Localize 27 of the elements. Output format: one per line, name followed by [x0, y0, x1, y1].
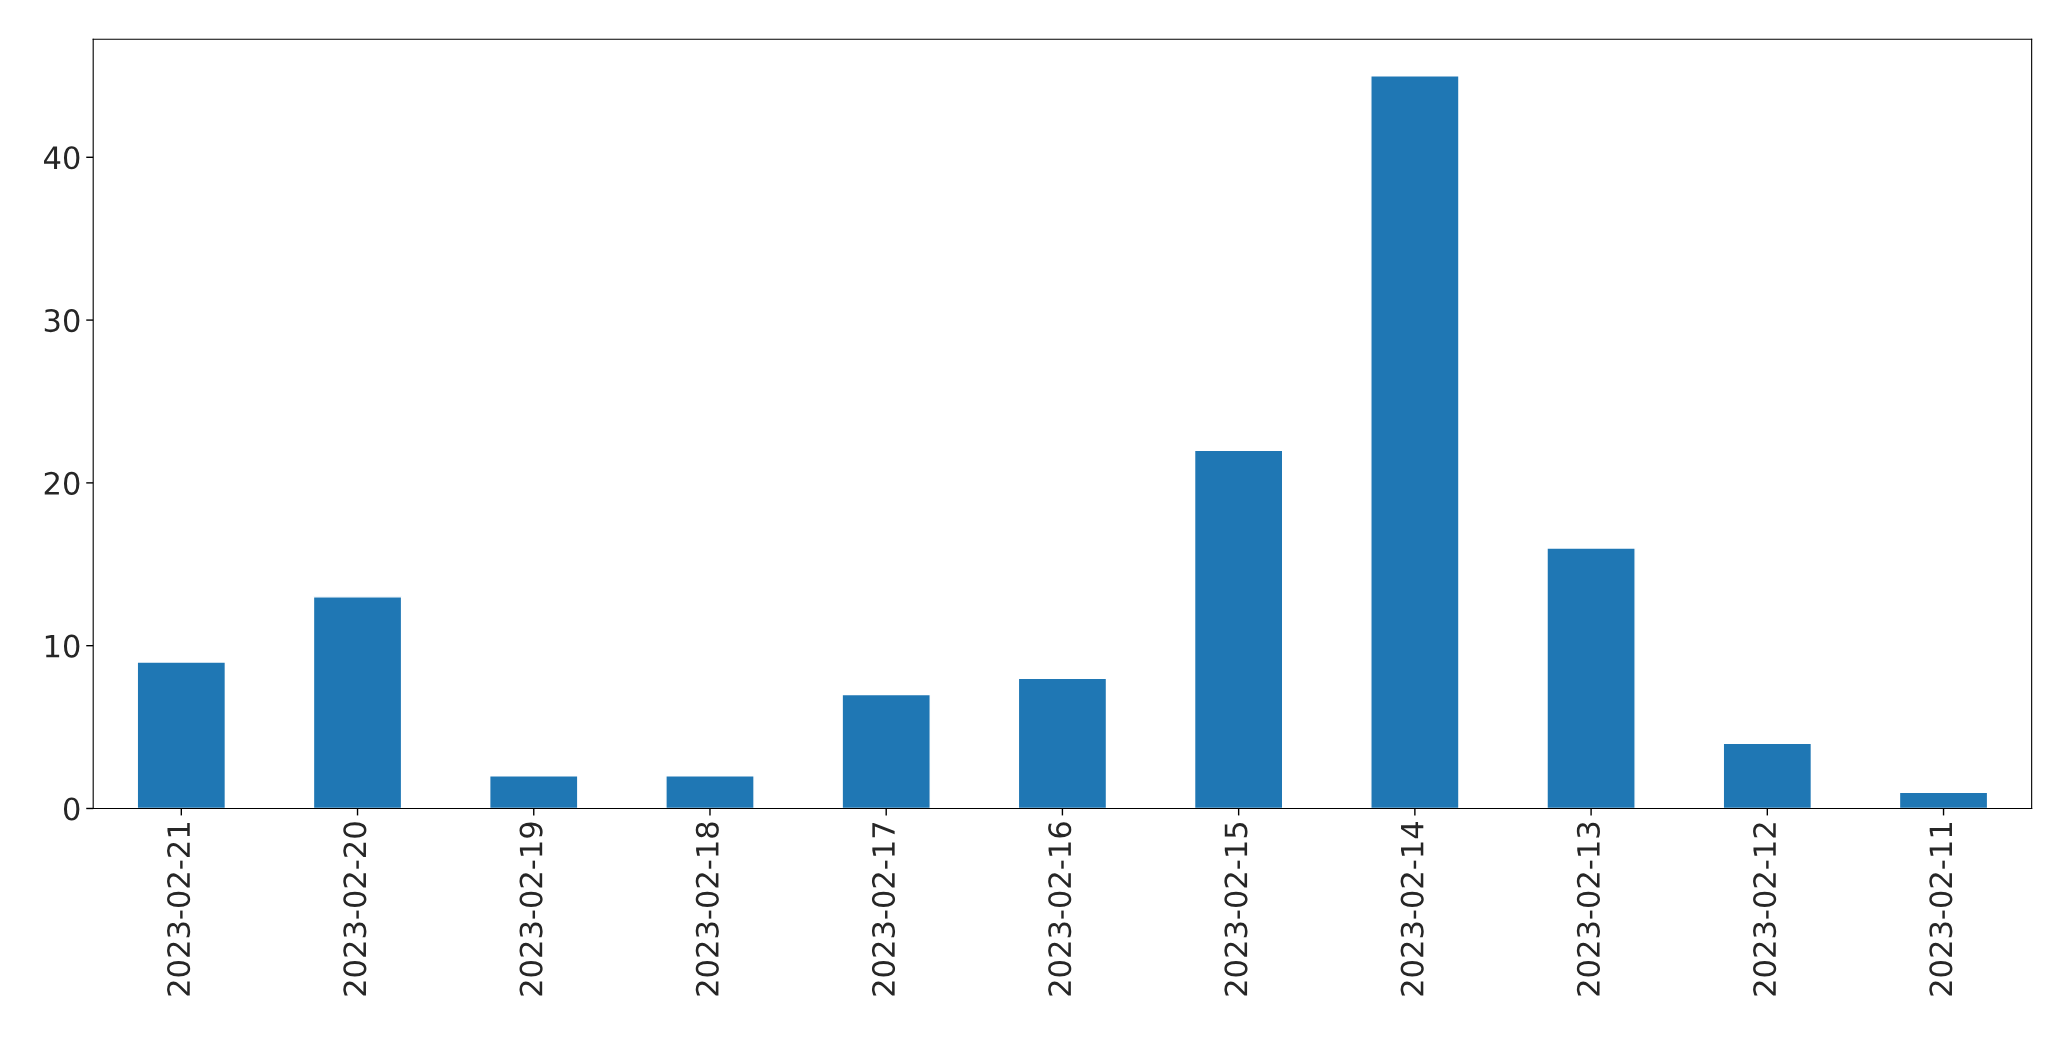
- x-tick-label: 2023-02-14: [1400, 822, 1424, 996]
- bar: [136, 661, 227, 809]
- x-tick-label: 2023-02-12: [1753, 823, 1777, 996]
- y-tick-label: 30: [44, 309, 80, 333]
- bar: [665, 775, 755, 809]
- bar: [1370, 75, 1460, 809]
- bar: [1898, 791, 1989, 809]
- y-tick-label: 0: [63, 797, 80, 821]
- y-tick-label: 40: [44, 146, 80, 170]
- x-tick-label: 2023-02-21: [167, 823, 191, 996]
- x-tick-label: 2023-02-20: [343, 822, 367, 996]
- bar: [1722, 742, 1813, 809]
- x-tick-label: 2023-02-15: [1224, 822, 1248, 996]
- bar: [1193, 449, 1284, 809]
- bar: [1017, 677, 1108, 809]
- y-tick-label: 20: [44, 471, 80, 495]
- bar: [489, 775, 579, 809]
- bar: [312, 596, 403, 809]
- x-tick-label: 2023-02-18: [695, 822, 719, 996]
- x-tick-label: 2023-02-17: [871, 822, 896, 996]
- x-tick-label: 2023-02-19: [519, 822, 543, 996]
- bar: [841, 693, 931, 809]
- x-tick-label: 2023-02-13: [1576, 822, 1600, 996]
- y-tick-label: 10: [45, 634, 80, 658]
- x-tick-label: 2023-02-11: [1929, 823, 1953, 996]
- x-tick-label: 2023-02-16: [1048, 822, 1072, 996]
- bar: [1546, 547, 1636, 809]
